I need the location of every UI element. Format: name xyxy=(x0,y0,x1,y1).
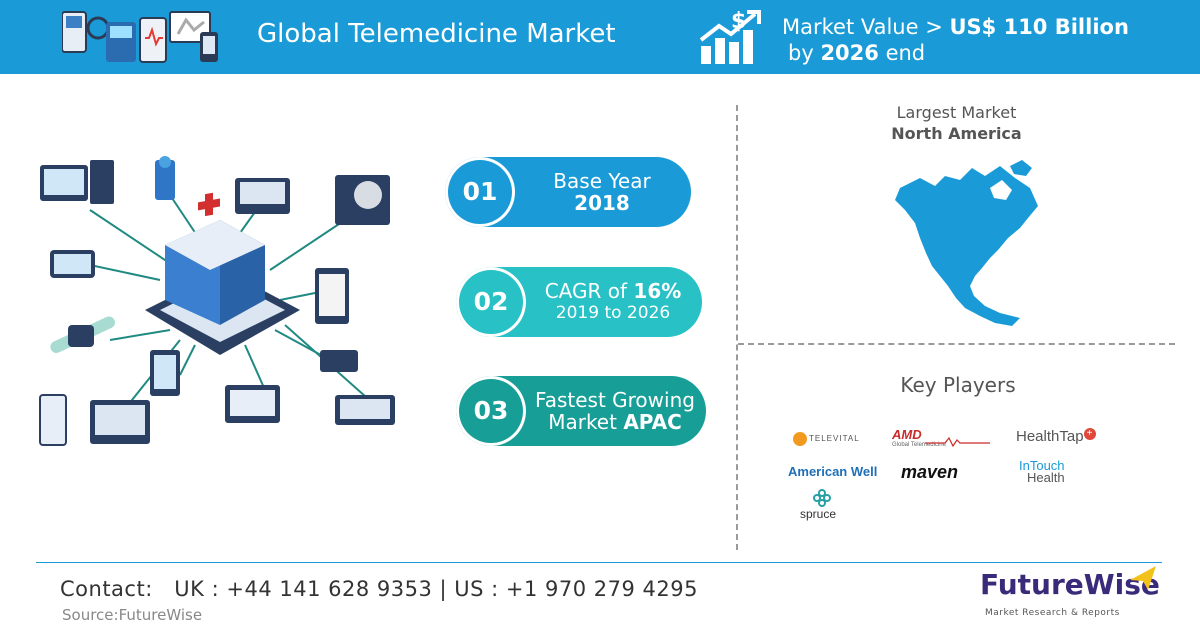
pill-label: Base Year xyxy=(553,169,651,193)
intouch-health-logo: InTouch Health xyxy=(1019,458,1065,485)
plus-icon: + xyxy=(1083,428,1096,440)
american-well-logo: American Well xyxy=(788,464,878,479)
amd-logo: AMD Global Telemedicine xyxy=(892,427,946,448)
pill-number-circle: 01 xyxy=(445,157,515,227)
futurewise-tagline: Market Research & Reports xyxy=(985,608,1120,618)
pill-number: 02 xyxy=(459,270,523,334)
fastest-growing-pill: 03 Fastest Growing Market APAC xyxy=(456,376,706,446)
heartbeat-line-icon xyxy=(925,437,990,447)
maven-logo: maven xyxy=(901,462,959,482)
pill-number-circle: 02 xyxy=(456,267,526,337)
paper-plane-icon xyxy=(1130,566,1156,590)
pill-text: Fastest Growing Market APAC xyxy=(528,376,702,446)
cagr-pill: 02 CAGR of 16% 2019 to 2026 xyxy=(456,267,702,337)
base-year-pill: 01 Base Year 2018 xyxy=(445,157,691,227)
footer-divider xyxy=(36,562,1162,563)
pill-value: 2019 to 2026 xyxy=(555,303,671,323)
televital-mark-icon xyxy=(793,432,807,446)
pill-label: CAGR of 16% xyxy=(544,279,682,303)
largest-market-value: North America xyxy=(891,124,1022,143)
growth-chart-icon: $ xyxy=(699,9,761,64)
pill-value: Market APAC xyxy=(548,410,682,434)
pill-text: Base Year 2018 xyxy=(517,157,687,227)
televital-logo: TELEVITAL xyxy=(793,432,860,446)
north-america-map-icon xyxy=(895,160,1038,326)
pill-number-circle: 03 xyxy=(456,376,526,446)
largest-market-label: Largest Market xyxy=(896,103,1017,122)
header-banner: Global Telemedicine Market $ Market Valu… xyxy=(0,0,1200,74)
spruce-mark-icon xyxy=(813,489,831,507)
page-title: Global Telemedicine Market xyxy=(257,19,616,49)
key-players-title: Key Players xyxy=(900,373,1016,397)
futurewise-logo: FutureWise xyxy=(980,568,1160,601)
source-text: Source:FutureWise xyxy=(62,606,203,624)
pill-value: 2018 xyxy=(574,191,630,215)
healthtap-logo: HealthTap + xyxy=(1016,428,1096,445)
pill-text: CAGR of 16% 2019 to 2026 xyxy=(528,267,698,337)
spruce-logo: spruce xyxy=(800,507,837,521)
pill-label: Fastest Growing xyxy=(535,388,695,412)
pill-number: 03 xyxy=(459,379,523,443)
vertical-divider xyxy=(736,105,738,550)
medical-devices-icon xyxy=(62,11,218,63)
horizontal-divider xyxy=(738,343,1175,345)
telemedicine-network-illustration xyxy=(39,156,395,446)
market-value-text: Market Value > US$ 110 Billion by 2026 e… xyxy=(782,15,1129,65)
contact-info: Contact: UK : +44 141 628 9353 | US : +1… xyxy=(60,577,698,601)
pill-number: 01 xyxy=(448,160,512,224)
svg-text:$: $ xyxy=(731,9,746,34)
